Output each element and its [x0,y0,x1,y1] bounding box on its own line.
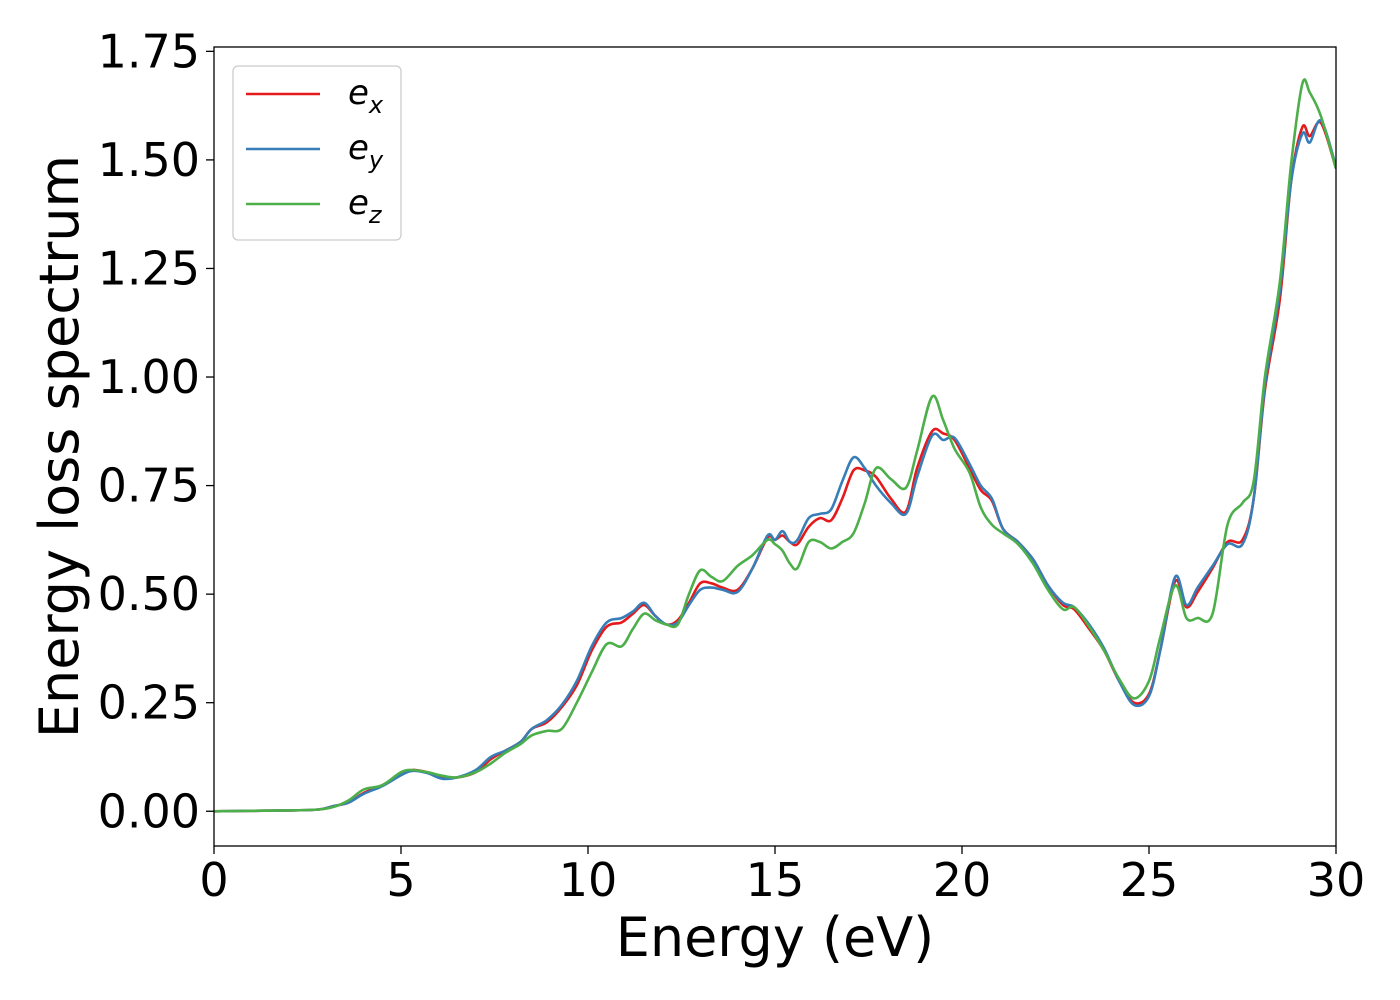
series-line-ex [214,120,1336,813]
legend-label-base: e [348,128,369,168]
legend-box [232,65,402,241]
legend-label-ex: ex [348,73,384,119]
y-axis-ticks: 0.00 0.25 0.50 0.75 1.00 1.25 1.50 1.75 [98,24,214,838]
x-tick-label: 15 [746,853,805,907]
y-tick-label: 0.00 [98,784,200,838]
plot-lines [214,78,1336,813]
series-line-ez [214,78,1336,813]
x-tick-label: 0 [199,853,228,907]
x-tick-label: 20 [933,853,992,907]
x-tick-label: 5 [386,853,415,907]
legend-label-subscript: x [368,91,384,119]
y-tick-label: 0.25 [98,676,200,730]
x-axis-ticks: 0 5 10 15 20 25 30 [199,846,1365,907]
y-tick-label: 1.00 [98,350,200,404]
y-tick-label: 1.75 [98,24,200,78]
x-tick-label: 10 [559,853,618,907]
y-tick-label: 0.50 [98,567,200,621]
legend-label-base: e [348,73,369,113]
legend-label-ez: ez [348,183,383,229]
x-tick-label: 25 [1120,853,1179,907]
legend-label-ey: ey [348,128,384,174]
y-axis-label: Energy loss spectrum [28,155,91,738]
legend-label-subscript: y [368,146,384,174]
x-tick-label: 30 [1307,853,1366,907]
series-line-ey [214,119,1336,813]
y-tick-label: 0.75 [98,459,200,513]
x-axis-label: Energy (eV) [616,906,935,969]
y-tick-label: 1.25 [98,241,200,295]
legend-label-base: e [348,183,369,223]
y-tick-label: 1.50 [98,133,200,187]
legend-label-subscript: z [368,201,383,229]
